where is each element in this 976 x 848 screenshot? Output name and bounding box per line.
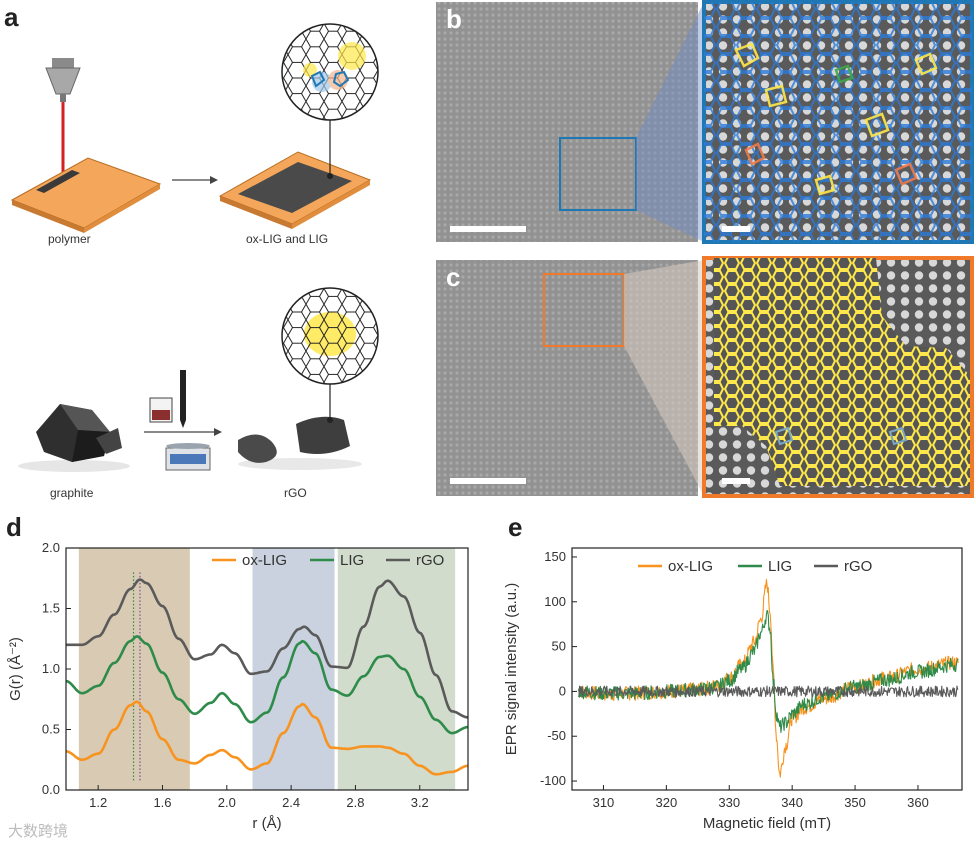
- panel-c-tem-images: [436, 256, 974, 498]
- x-tick-label: 2.0: [218, 795, 236, 810]
- y-tick-label: 1.0: [42, 661, 60, 676]
- panel-b-tem-images: [436, 0, 974, 244]
- x-tick-label: 360: [907, 795, 929, 810]
- x-tick-label: 340: [781, 795, 803, 810]
- panel-a-label: a: [4, 2, 19, 32]
- panel-label: d: [6, 512, 22, 542]
- x-tick-label: 330: [718, 795, 740, 810]
- legend-label-lig: LIG: [340, 552, 364, 569]
- series-line-rgo: [66, 578, 469, 719]
- x-axis-label: Magnetic field (mT): [703, 815, 831, 832]
- legend-label-lig: LIG: [768, 558, 792, 575]
- x-tick-label: 2.8: [346, 795, 364, 810]
- plot-frame: [571, 547, 963, 791]
- y-tick-label: 50: [552, 639, 566, 654]
- scale-bar: [450, 478, 526, 484]
- y-tick-label: 1.5: [42, 601, 60, 616]
- y-tick-label: -50: [547, 728, 566, 743]
- tem-zoom-box-blue: [559, 137, 637, 211]
- chart-e-epr: 310 320 330 340 350 360 -100 -50 0 50 100 150 Magnet…: [503, 512, 963, 832]
- legend-label-rgo: rGO: [844, 558, 872, 575]
- panel-b-label: b: [446, 4, 462, 34]
- caption-polymer: polymer: [48, 232, 91, 246]
- series-line-rgo: [577, 685, 959, 698]
- x-tick-label: 1.6: [153, 795, 171, 810]
- laser-nozzle-icon: [45, 58, 81, 176]
- process-arrow-icon: [172, 176, 218, 184]
- caption-ox-lig-and-lig: ox-LIG and LIG: [246, 232, 329, 246]
- pen-icon: [180, 370, 186, 428]
- y-tick-label: 0.0: [42, 782, 60, 797]
- series-line-lig: [65, 635, 469, 735]
- polymer-sheet-icon: [10, 157, 162, 233]
- shaded-region-1: [252, 548, 335, 790]
- hotplate-icon: [165, 443, 211, 471]
- y-tick-label: 0.5: [42, 722, 60, 737]
- x-tick-label: 3.2: [411, 795, 429, 810]
- y-tick-label: 0: [559, 683, 566, 698]
- rgo-flakes-icon: [238, 416, 362, 470]
- legend-label-rgo: rGO: [416, 552, 444, 569]
- y-tick-label: 150: [544, 549, 566, 564]
- x-axis-label: r (Å): [252, 815, 281, 832]
- beaker-icon: [149, 397, 173, 423]
- y-axis-label: EPR signal intensity (a.u.): [503, 583, 520, 756]
- x-tick-label: 310: [593, 795, 615, 810]
- caption-rgo: rGO: [284, 486, 307, 500]
- scale-bar: [450, 226, 526, 232]
- process-arrow-icon: [144, 428, 222, 436]
- lig-sheet-icon: [218, 151, 372, 229]
- legend-label-ox-lig: ox-LIG: [668, 558, 713, 575]
- panel-c-label: c: [446, 262, 461, 292]
- panel-label: e: [508, 512, 522, 542]
- y-axis-label: G(r) (Å⁻²): [7, 637, 24, 701]
- x-tick-label: 320: [656, 795, 678, 810]
- x-tick-label: 350: [844, 795, 866, 810]
- panel-a-illustration: [10, 23, 379, 472]
- shaded-region-2: [337, 548, 456, 790]
- rgo-lattice-zoom-icon: [281, 287, 379, 385]
- caption-graphite: graphite: [50, 486, 94, 500]
- lig-lattice-zoom-icon: [281, 23, 379, 121]
- graphite-icon: [18, 404, 130, 472]
- y-tick-label: 100: [544, 594, 566, 609]
- watermark: 大数跨境: [8, 823, 69, 840]
- series-line-ox-lig: [65, 700, 469, 776]
- x-tick-label: 1.2: [89, 795, 107, 810]
- y-tick-label: -100: [540, 773, 566, 788]
- x-tick-label: 2.4: [282, 795, 300, 810]
- legend-label-ox-lig: ox-LIG: [242, 552, 287, 569]
- y-tick-label: 2.0: [42, 540, 60, 555]
- chart-d-pdf: 1.2 1.6 2.0 2.4 2.8 3.2 0.0 0.5 1.0 1.5 2.0 r (Å) G(…: [6, 512, 469, 832]
